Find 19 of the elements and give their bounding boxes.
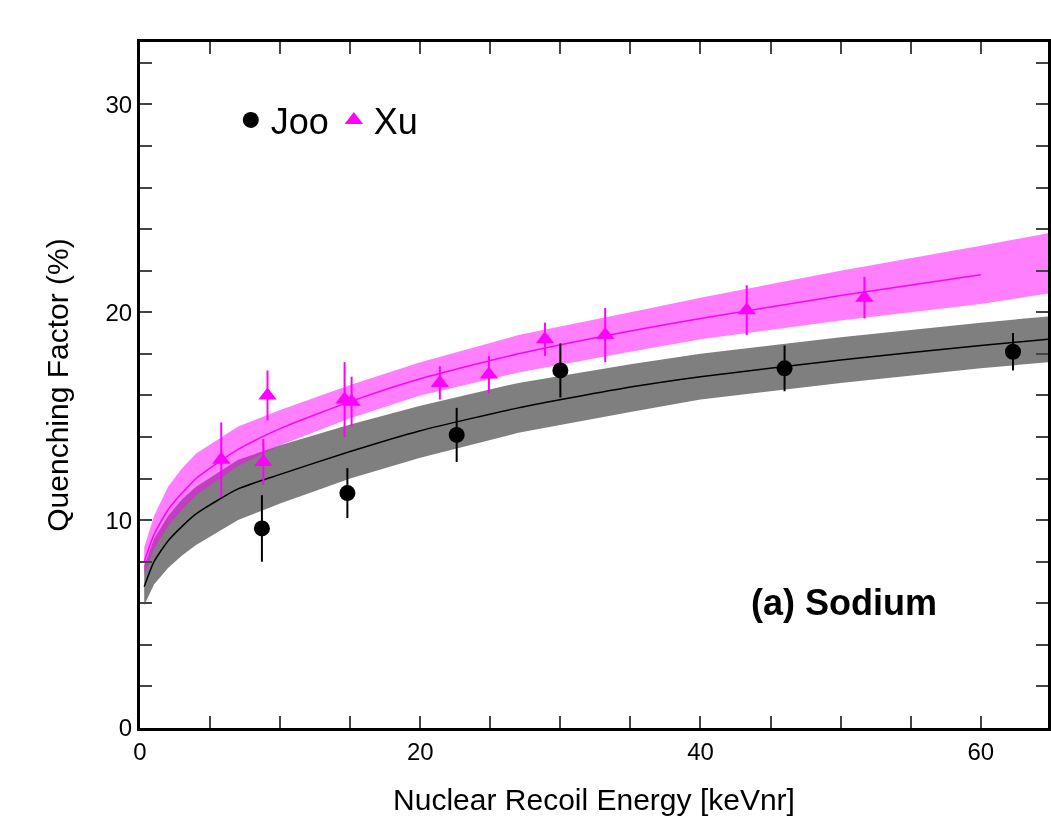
point: [776, 360, 793, 377]
y-tick-label: 20: [105, 298, 133, 326]
point: [1004, 343, 1021, 360]
legend-label: Joo: [270, 100, 329, 142]
y-tick-label: 30: [105, 90, 133, 118]
y-tick-label: 0: [118, 714, 133, 742]
y-axis-title: Quenching Factor (%): [41, 238, 74, 532]
x-tick-label: 40: [687, 737, 714, 765]
line-series: [143, 274, 982, 563]
point: [253, 520, 270, 537]
x-tick-label: 20: [406, 737, 434, 765]
point: [339, 485, 356, 502]
y-tick-label: 10: [105, 506, 133, 534]
annotation: (a) Sodium: [751, 582, 937, 623]
point: [448, 426, 465, 443]
legend-label: Xu: [373, 100, 418, 142]
x-axis-title: Nuclear Recoil Energy [keVnr]: [393, 783, 795, 816]
x-tick-label: 60: [967, 737, 995, 765]
point: [552, 362, 569, 379]
